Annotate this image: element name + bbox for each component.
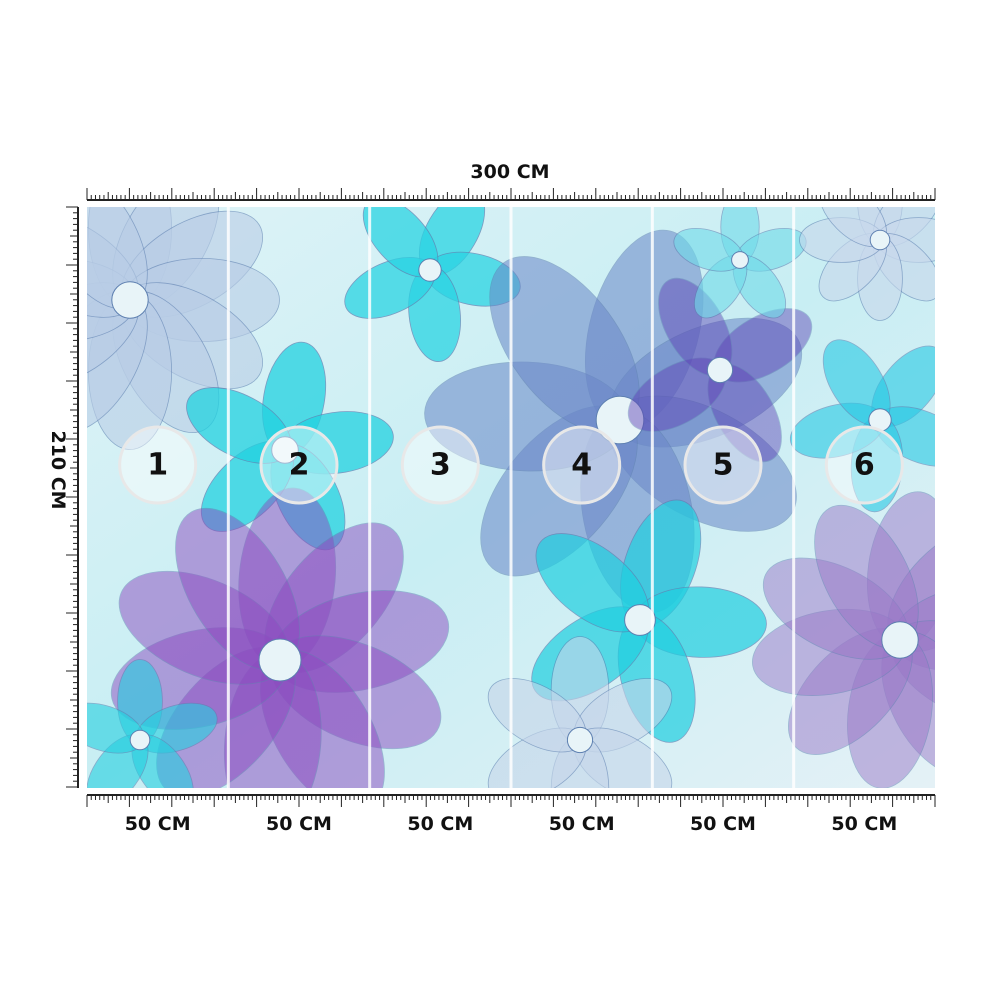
flower-center [566,726,594,754]
width-label: 300 CM [470,161,549,183]
panel-width-label: 50 CM [690,813,756,835]
panel-width-label: 50 CM [549,813,615,835]
flower-center [111,281,149,319]
panel-number: 5 [713,448,734,483]
flower-center [271,436,299,464]
panel-number: 1 [147,448,168,483]
floral-pattern [87,207,935,788]
flower-center [706,356,734,384]
flower-center [881,621,919,659]
panel-badge [259,425,339,505]
flower-center [418,258,442,282]
panel-number: 6 [854,448,875,483]
flower-center [624,604,656,636]
flower-center [731,251,749,269]
panel-badge [683,425,763,505]
rulers [66,188,936,807]
flower-center [595,395,645,445]
panel-number: 4 [571,448,592,483]
panel-number: 3 [430,448,451,483]
panel-width-label: 50 CM [407,813,473,835]
panel-badge [824,425,904,505]
panel-badge [542,425,622,505]
flower-center [129,729,151,751]
panels: 1 50 CM 2 50 CM 3 50 CM 4 50 CM 5 50 CM 6 50 CM [118,207,904,835]
panel-width-label: 50 CM [831,813,897,835]
panel-badge [400,425,480,505]
panel-width-label: 50 CM [266,813,332,835]
panel-badge [118,425,198,505]
panel-number: 2 [289,448,310,483]
height-label: 210 CM [47,430,69,509]
flower-center [869,229,891,251]
flower-center [258,638,302,682]
panel-width-label: 50 CM [125,813,191,835]
